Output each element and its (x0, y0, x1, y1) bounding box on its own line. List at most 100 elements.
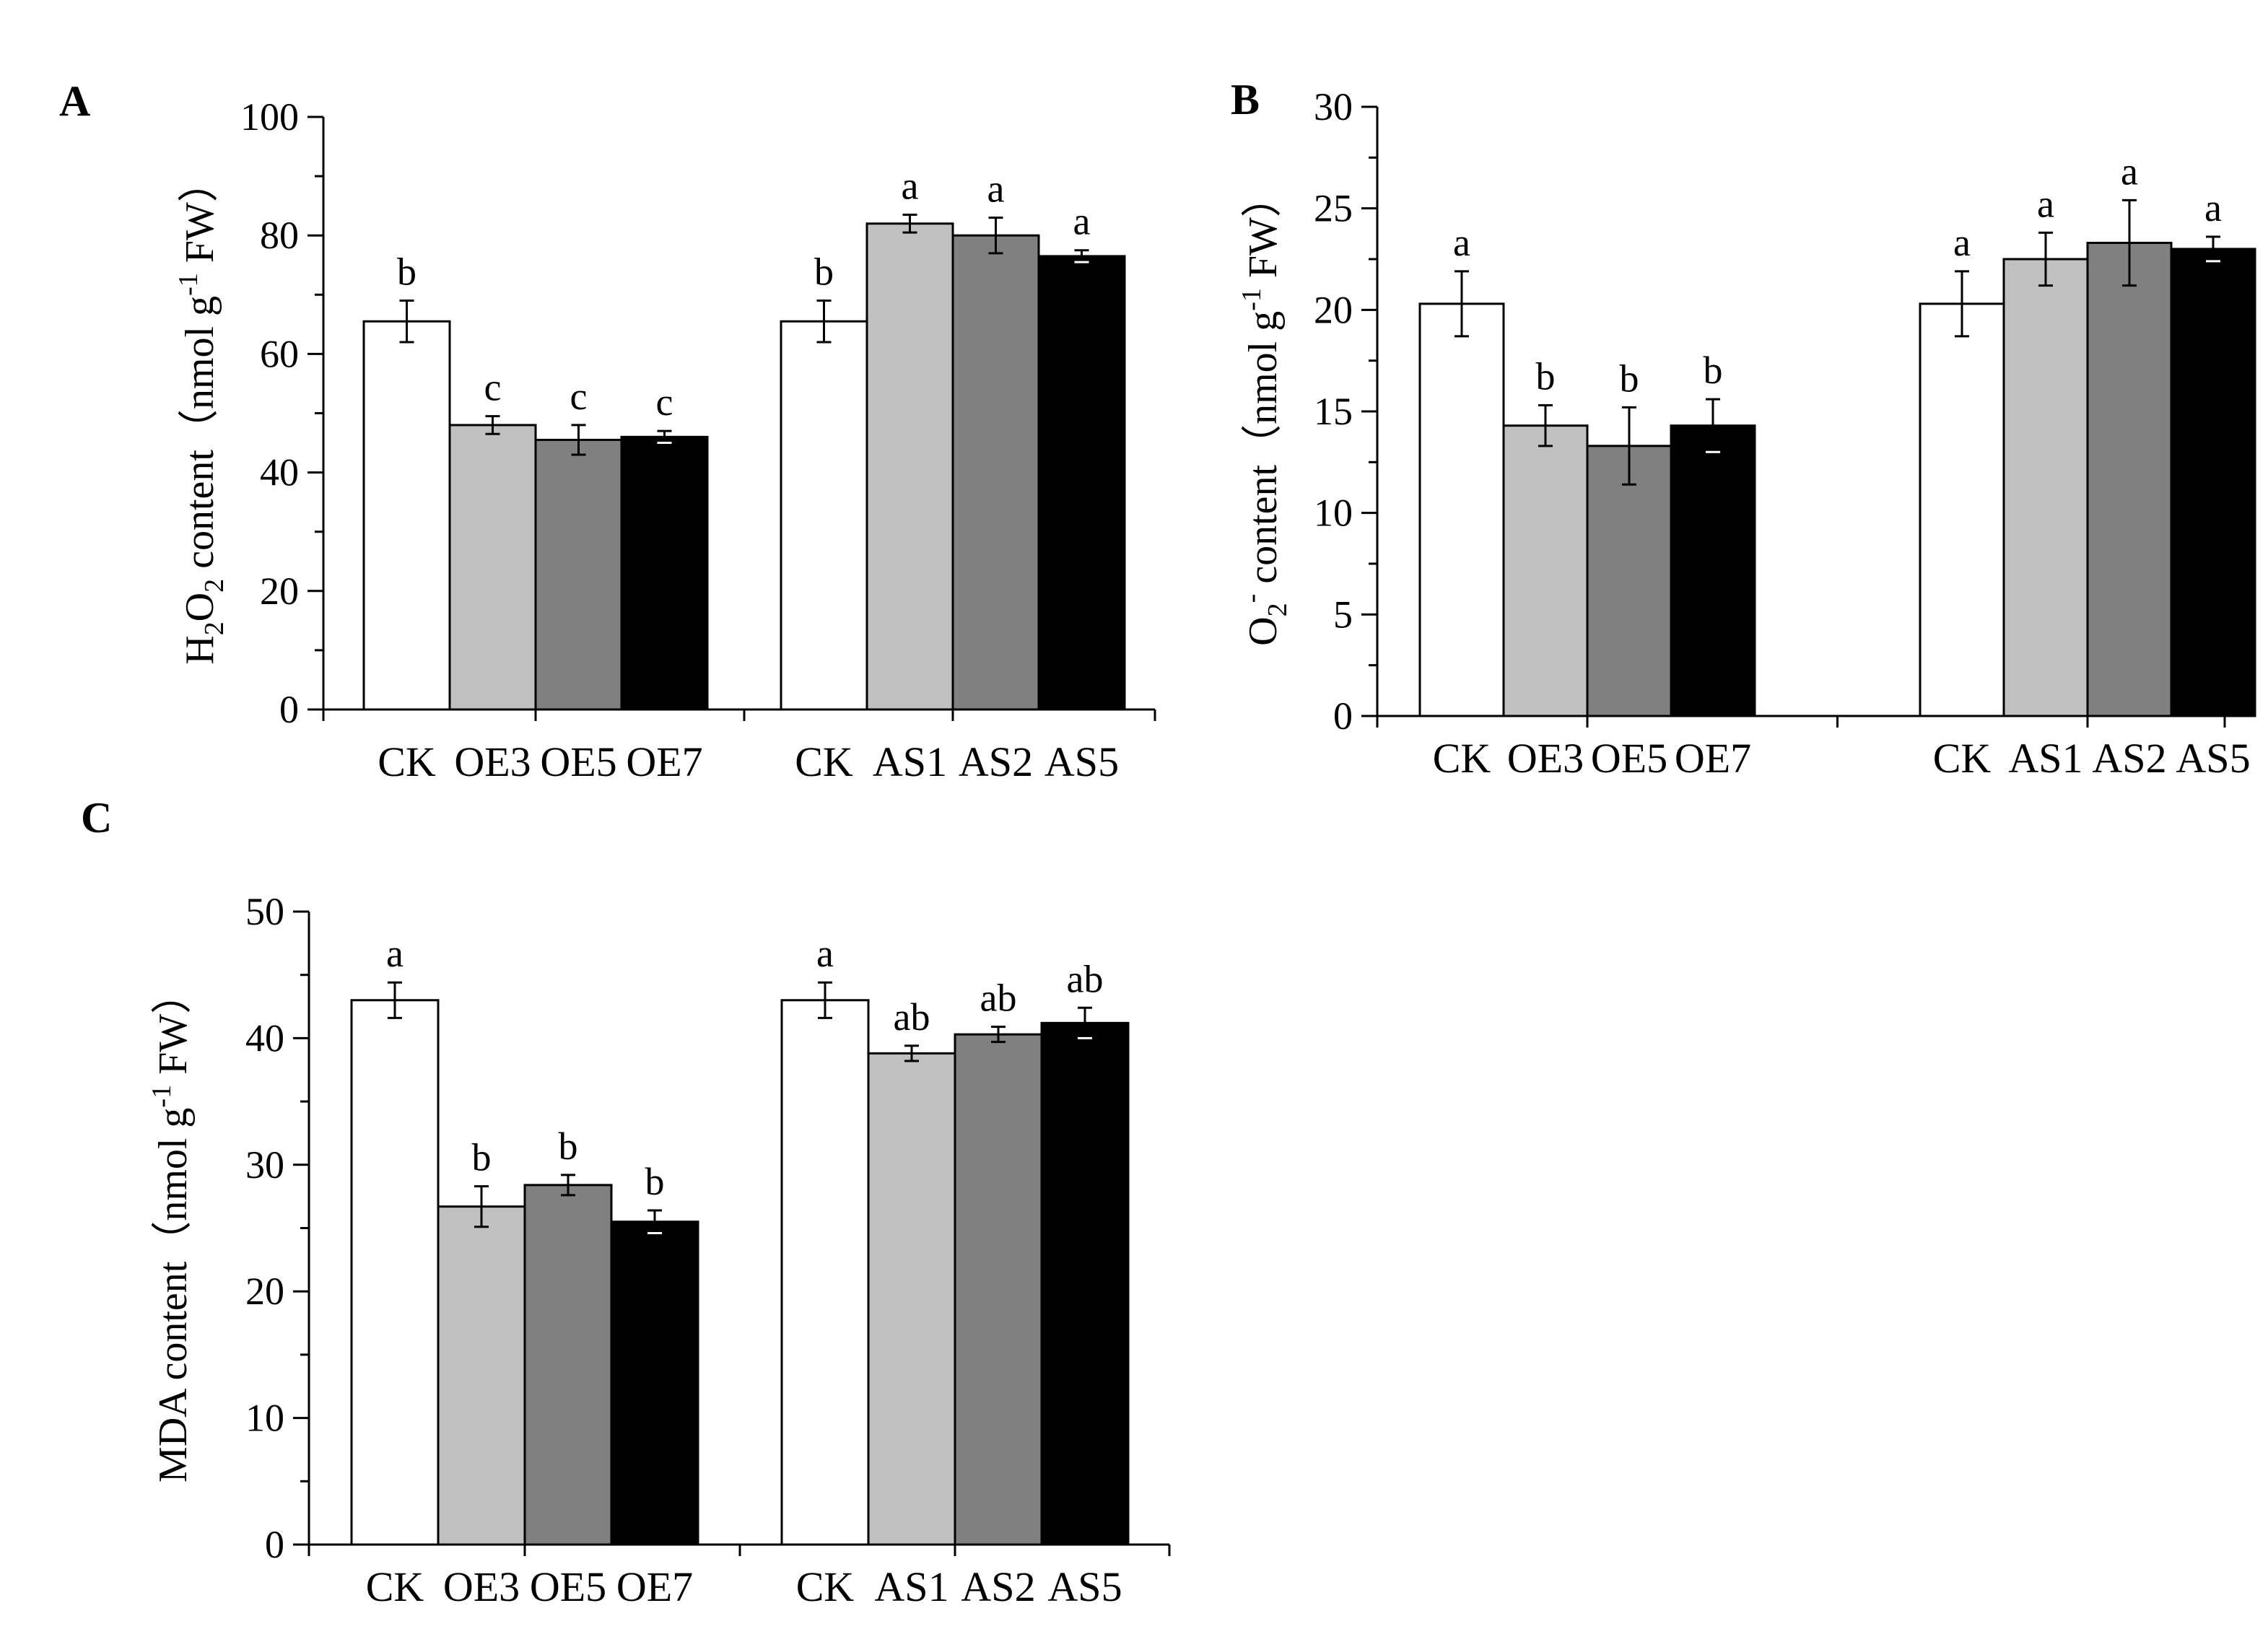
significance-label: c (656, 380, 673, 424)
y-tick-label: 10 (245, 1397, 284, 1440)
y-axis-label-part: content（nmol g (178, 296, 222, 579)
y-tick-label: 20 (260, 569, 299, 613)
bar (620, 435, 709, 711)
bar (1502, 424, 1589, 717)
y-tick-label: 80 (260, 214, 299, 257)
significance-label: b (472, 1136, 492, 1179)
category-label: AS1 (873, 738, 947, 785)
bar (1418, 302, 1505, 717)
category-label: AS5 (1047, 1563, 1122, 1610)
bar (2002, 258, 2089, 717)
significance-label: ab (980, 977, 1017, 1020)
panel-b: B 0 5 10 15 20 25 30 a CK b OE3 b OE5 b OE7 a CK a AS1 a AS2 a… (1231, 76, 2256, 782)
y-axis-label-part: O (1241, 616, 1286, 645)
significance-label: ab (1067, 957, 1104, 1000)
bar (1040, 1021, 1130, 1546)
y-tick-label: 0 (279, 688, 299, 731)
bar (1037, 255, 1126, 711)
bar (780, 999, 870, 1546)
category-label: CK (378, 738, 436, 785)
y-tick-label: 60 (260, 332, 299, 375)
significance-label: ab (894, 995, 930, 1039)
panel-letter: A (59, 77, 90, 125)
bar (610, 1220, 699, 1546)
y-axis-label-part: 2 (1262, 603, 1293, 616)
category-label: AS1 (2008, 735, 2082, 782)
category-label: CK (795, 738, 853, 785)
y-axis-label-part: FW） (178, 162, 222, 273)
y-tick-label: 30 (1314, 85, 1353, 128)
y-tick-label: 100 (240, 95, 299, 139)
category-label: AS2 (2092, 735, 2166, 782)
significance-label: a (2204, 186, 2222, 230)
significance-label: a (902, 164, 919, 207)
significance-label: a (987, 167, 1005, 211)
category-label: OE7 (626, 738, 702, 785)
bar (1919, 302, 2005, 717)
significance-label: c (484, 366, 502, 409)
significance-label: a (2037, 182, 2054, 225)
category-label: CK (366, 1563, 424, 1610)
y-tick-label: 25 (1314, 187, 1353, 230)
y-tick-label: 10 (1314, 492, 1353, 535)
bar (437, 1205, 526, 1546)
bar (867, 1052, 956, 1546)
y-axis-label-part: 2 (199, 621, 230, 635)
significance-label: b (814, 250, 834, 294)
category-label: AS1 (874, 1563, 948, 1610)
category-label: OE3 (1507, 735, 1584, 782)
significance-label: a (816, 932, 834, 975)
significance-label: b (1620, 357, 1639, 400)
category-label: CK (796, 1563, 855, 1610)
bar (350, 999, 440, 1546)
y-tick-label: 30 (245, 1143, 284, 1187)
category-label: OE3 (443, 1563, 520, 1610)
significance-label: a (1453, 221, 1470, 264)
category-label: OE5 (1591, 735, 1667, 782)
bar (523, 1184, 613, 1546)
y-tick-label: 0 (1333, 694, 1353, 738)
bar (534, 438, 623, 711)
y-axis-label: H2O2 content（nmol g-1 FW） (173, 162, 230, 665)
bar (1586, 445, 1672, 717)
significance-label: b (1536, 355, 1556, 398)
bar (2086, 241, 2173, 717)
significance-label: a (1953, 221, 1971, 264)
y-axis-label-part: O (178, 593, 222, 621)
category-label: OE7 (1675, 735, 1751, 782)
y-axis-label-part: content（nmol g (1241, 311, 1286, 594)
category-label: OE5 (540, 738, 616, 785)
y-axis-label-part: H (178, 635, 222, 664)
significance-label: b (645, 1160, 665, 1203)
y-tick-label: 20 (1314, 288, 1353, 331)
y-axis-label-part: MDA content（nmol g (151, 1108, 196, 1483)
bar (362, 320, 451, 711)
significance-label: b (397, 250, 416, 294)
y-tick-label: 40 (260, 451, 299, 494)
significance-label: a (2121, 149, 2138, 193)
significance-label: a (386, 932, 404, 975)
bar (780, 320, 868, 711)
category-label: AS5 (1044, 738, 1119, 785)
y-tick-label: 5 (1333, 593, 1353, 636)
bar (1670, 424, 1756, 717)
bar (865, 222, 954, 711)
category-label: CK (1433, 735, 1491, 782)
bar (448, 424, 537, 711)
y-tick-label: 20 (245, 1270, 284, 1313)
y-axis-label-part: FW） (1241, 177, 1286, 288)
y-tick-label: 40 (245, 1016, 284, 1060)
panel-letter: C (81, 794, 112, 842)
panel-letter: B (1231, 76, 1260, 123)
category-label: CK (1933, 735, 1992, 782)
category-label: OE3 (454, 738, 531, 785)
bar (951, 234, 1040, 711)
bar (2170, 248, 2256, 717)
y-axis-label-part: FW） (151, 974, 196, 1085)
panel-a: A 0 20 40 60 80 100 b CK c OE3 c OE5 c OE7 b CK a AS1 a AS2 a… (59, 77, 1156, 785)
y-axis-label-part: -1 (173, 273, 204, 296)
category-label: AS2 (961, 1563, 1035, 1610)
significance-label: b (559, 1124, 578, 1168)
